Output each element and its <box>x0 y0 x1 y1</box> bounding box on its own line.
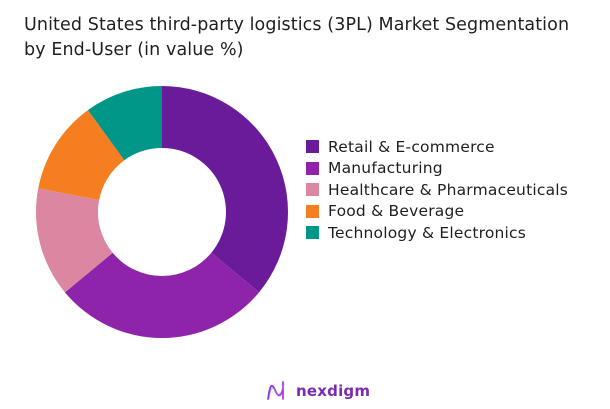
chart-title-line-1: United States third-party logistics (3PL… <box>24 15 570 35</box>
legend-label: Healthcare & Pharmaceuticals <box>328 180 569 199</box>
legend-item-food-beverage: Food & Beverage <box>306 201 568 223</box>
legend-label: Retail & E-commerce <box>328 137 495 156</box>
nexdigm-wave-icon <box>267 381 285 400</box>
donut-slice-manufacturing <box>64 252 260 339</box>
nexdigm-logo: nexdigm <box>266 380 370 402</box>
legend-item-retail-ecommerce: Retail & E-commerce <box>306 136 568 158</box>
legend-item-manufacturing: Manufacturing <box>306 158 568 180</box>
legend-swatch <box>306 204 319 218</box>
legend-item-healthcare-pharmaceuticals: Healthcare & Pharmaceuticals <box>306 179 568 201</box>
donut-slice-technology-electronics <box>87 86 162 161</box>
legend-swatch <box>306 226 319 240</box>
donut-slice-food-beverage <box>38 110 125 201</box>
donut-slice-retail-e-commerce <box>162 86 289 293</box>
logo-text: nexdigm <box>296 382 371 400</box>
chart-title: United States third-party logistics (3PL… <box>24 13 604 63</box>
legend-swatch <box>306 161 319 175</box>
legend-item-technology-electronics: Technology & Electronics <box>306 222 568 244</box>
legend-swatch <box>306 183 319 197</box>
donut-slice-healthcare-pharmaceuticals <box>35 188 113 293</box>
chart-title-line-2: by End-User (in value %) <box>24 40 244 60</box>
legend-label: Manufacturing <box>328 159 443 178</box>
legend-label: Technology & Electronics <box>328 223 527 242</box>
legend-swatch <box>306 140 319 154</box>
legend-label: Food & Beverage <box>328 202 465 221</box>
chart-legend: Retail & E-commerce Manufacturing Health… <box>306 136 568 244</box>
